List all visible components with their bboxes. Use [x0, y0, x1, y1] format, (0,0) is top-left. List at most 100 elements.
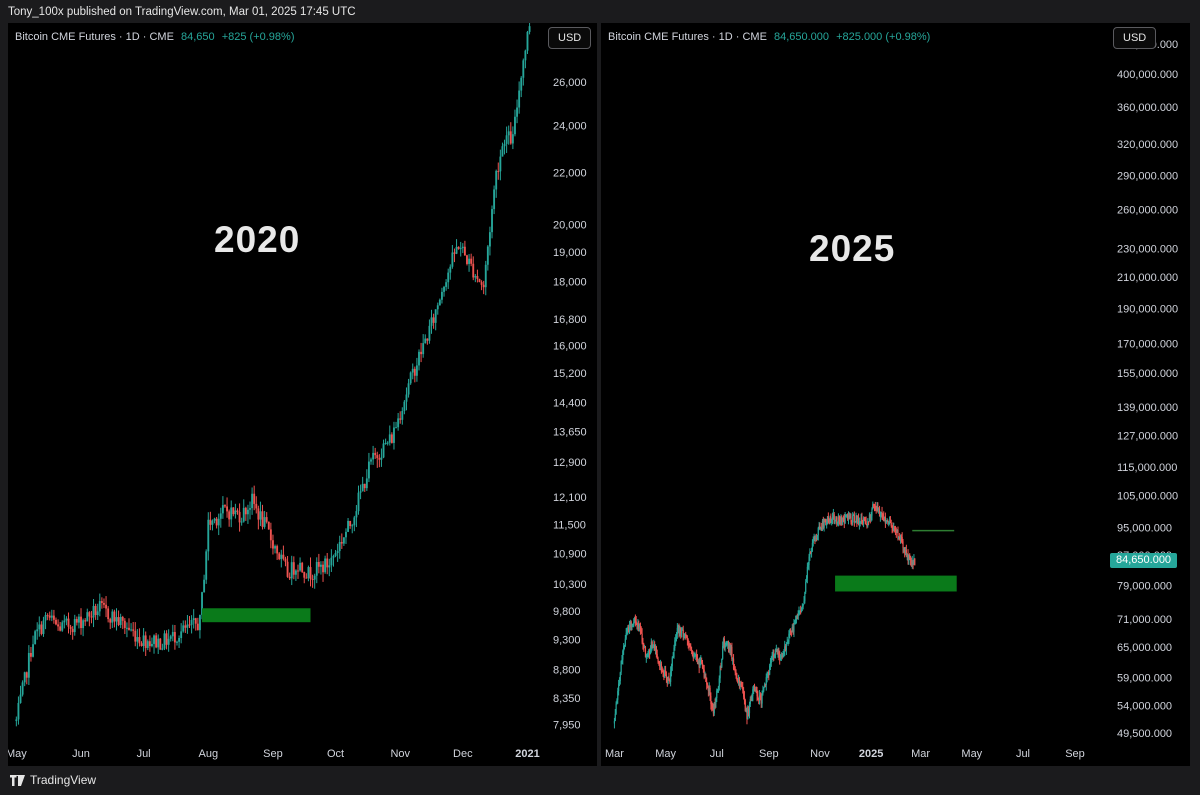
candle-body: [290, 562, 293, 579]
candle-body: [828, 521, 830, 523]
candle-body: [704, 676, 706, 678]
candle-body: [888, 523, 890, 525]
candle-body: [685, 635, 688, 638]
candle-body: [760, 696, 762, 704]
currency-button[interactable]: USD: [1113, 27, 1157, 49]
candle-body: [683, 635, 685, 638]
candle-body: [211, 520, 214, 525]
y-axis-tick-label: 20,000: [553, 219, 587, 231]
candle-body: [874, 506, 876, 509]
candle-body: [528, 26, 531, 32]
candle-body: [708, 687, 710, 691]
candle-body: [842, 517, 845, 520]
candle-body: [727, 641, 729, 645]
footer-brand[interactable]: TradingView: [10, 771, 96, 789]
candle-body: [821, 527, 823, 529]
candle-body: [810, 551, 812, 553]
candle-body: [758, 699, 760, 701]
candle-body: [240, 521, 243, 523]
x-axis-tick-label: Dec: [453, 748, 473, 760]
candle-body: [317, 561, 320, 567]
candle-body: [132, 629, 135, 631]
candle-body: [773, 654, 775, 657]
candle-body: [795, 619, 797, 624]
candle-body: [228, 511, 231, 520]
candle-body: [766, 676, 768, 678]
chart-panel-2025[interactable]: 440,000.000400,000.000360,000.000320,000…: [601, 23, 1190, 766]
candle-body: [654, 646, 657, 651]
candle-body: [648, 649, 650, 655]
candle-body: [661, 671, 663, 673]
candle-body: [32, 644, 34, 657]
candle-body: [188, 624, 191, 626]
x-axis-tick-label: Aug: [198, 748, 218, 760]
candle-body: [34, 631, 37, 645]
candle-body: [729, 643, 731, 652]
candle-body: [751, 695, 753, 699]
candle-body: [428, 325, 431, 341]
candle-body: [476, 276, 479, 279]
candle-body: [761, 694, 763, 704]
candle-body: [631, 625, 633, 628]
candle-body: [386, 442, 389, 444]
candle-body: [732, 658, 735, 669]
candle-body: [826, 522, 828, 526]
candle-body: [115, 617, 118, 622]
candle-body: [249, 508, 251, 510]
candle-body: [192, 618, 195, 620]
candle-body: [292, 562, 295, 575]
candle-body: [843, 519, 845, 523]
candle-body: [161, 648, 164, 650]
candle-body: [679, 628, 681, 632]
candle-body: [730, 646, 732, 652]
candle-body: [420, 351, 423, 355]
candle-body: [838, 515, 840, 520]
candle-body: [725, 645, 727, 647]
candle-body: [641, 633, 643, 643]
candle-body: [763, 687, 765, 691]
candle-body: [800, 607, 803, 612]
candle-body: [330, 557, 333, 566]
candle-body: [347, 520, 350, 532]
chart-panel-2020[interactable]: 26,000 24,000 22,000 20,000 19,000 18,000 16,8…: [8, 23, 597, 766]
candle-body: [171, 632, 174, 637]
chart-canvas-2025[interactable]: 440,000.000400,000.000360,000.000320,000…: [601, 23, 1190, 766]
candle-body: [326, 558, 329, 568]
candle-body: [307, 567, 310, 578]
candle-body: [203, 579, 206, 593]
candle-body: [618, 680, 621, 684]
candle-body: [797, 614, 799, 619]
candle-body: [784, 646, 787, 651]
candle-body: [190, 619, 193, 625]
candle-body: [146, 641, 149, 648]
last-price-tag: 84,650.000: [1110, 553, 1178, 568]
candle-body: [722, 645, 724, 659]
chart-canvas-2020[interactable]: 26,000 24,000 22,000 20,000 19,000 18,000 16,8…: [8, 23, 597, 766]
currency-button[interactable]: USD: [548, 27, 592, 49]
candle-body: [105, 604, 107, 609]
candle-body: [42, 620, 45, 634]
candle-body: [733, 668, 735, 670]
candle-body: [680, 629, 683, 634]
candle-body: [894, 527, 897, 532]
candle-body: [808, 556, 810, 565]
candle-body: [869, 514, 871, 519]
x-axis-tick-label: May: [655, 748, 676, 760]
candle-body: [876, 507, 878, 510]
candle-body: [673, 647, 675, 657]
candle-body: [781, 655, 783, 657]
candle-body: [702, 668, 704, 670]
candle-body: [873, 504, 876, 507]
candle-body: [674, 640, 676, 648]
candle-body: [303, 571, 306, 578]
candle-body: [741, 685, 743, 687]
candle-body: [257, 508, 260, 520]
y-axis-tick-label: 79,000.000: [1117, 580, 1172, 592]
candle-body: [686, 637, 689, 641]
candle-body: [743, 696, 746, 701]
candle-body: [774, 654, 776, 657]
candle-body: [845, 515, 847, 517]
candle-body: [242, 507, 245, 522]
candle-body: [720, 666, 722, 668]
candle-body: [865, 520, 867, 524]
